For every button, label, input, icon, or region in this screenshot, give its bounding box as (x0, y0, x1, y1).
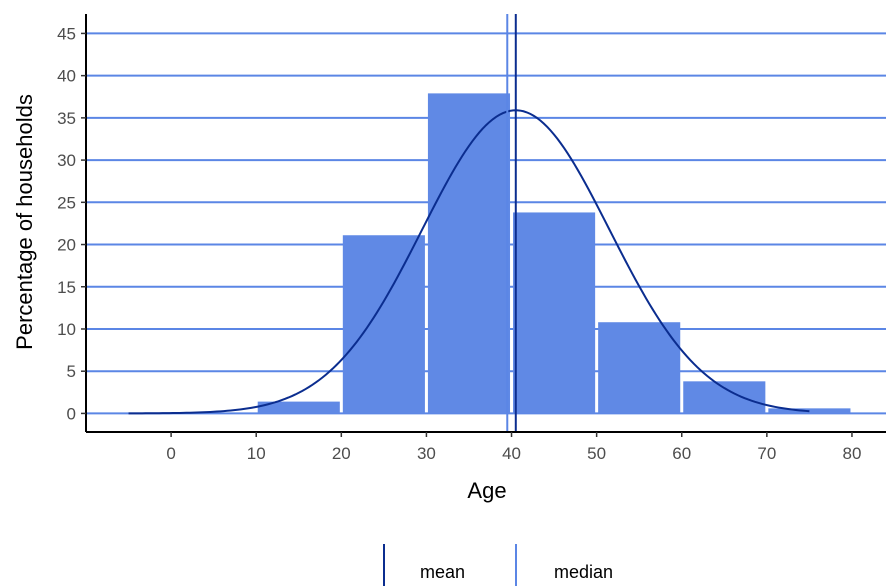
y-tick-label: 40 (57, 67, 76, 86)
bar-40-50 (513, 212, 596, 414)
bar-10-20 (257, 401, 340, 414)
y-tick-label: 0 (67, 404, 76, 423)
y-tick-label: 20 (57, 236, 76, 255)
y-tick-label: 35 (57, 109, 76, 128)
y-tick-label: 30 (57, 151, 76, 170)
x-tick-label: 80 (842, 444, 861, 463)
x-tick-label: 0 (166, 444, 175, 463)
histogram-bars (257, 93, 851, 414)
x-tick-label: 50 (587, 444, 606, 463)
y-tick-label: 25 (57, 193, 76, 212)
x-tick-label: 70 (757, 444, 776, 463)
legend-label-mean: mean (420, 562, 465, 582)
y-tick-label: 10 (57, 320, 76, 339)
x-tick-label: 20 (332, 444, 351, 463)
x-tick-label: 40 (502, 444, 521, 463)
x-tick-label: 10 (247, 444, 266, 463)
axes (81, 14, 886, 437)
normal-curve (128, 109, 810, 415)
y-tick-labels: 0 5 10 15 20 25 30 35 40 45 (57, 24, 76, 423)
reference-lines (506, 14, 517, 432)
legend: mean median (383, 544, 613, 586)
bar-20-30 (342, 235, 425, 414)
x-axis-title: Age (467, 478, 506, 503)
x-tick-label: 60 (672, 444, 691, 463)
legend-label-median: median (554, 562, 613, 582)
normal-curve-layer (128, 109, 810, 415)
y-tick-label: 45 (57, 24, 76, 43)
y-tick-label: 15 (57, 278, 76, 297)
x-tick-label: 30 (417, 444, 436, 463)
y-axis-title: Percentage of households (12, 94, 37, 350)
bar-60-70 (683, 381, 766, 414)
x-tick-labels: 0 10 20 30 40 50 60 70 80 (166, 444, 861, 463)
y-tick-label: 5 (67, 362, 76, 381)
bar-30-40 (427, 93, 511, 414)
bar-50-60 (598, 322, 681, 414)
